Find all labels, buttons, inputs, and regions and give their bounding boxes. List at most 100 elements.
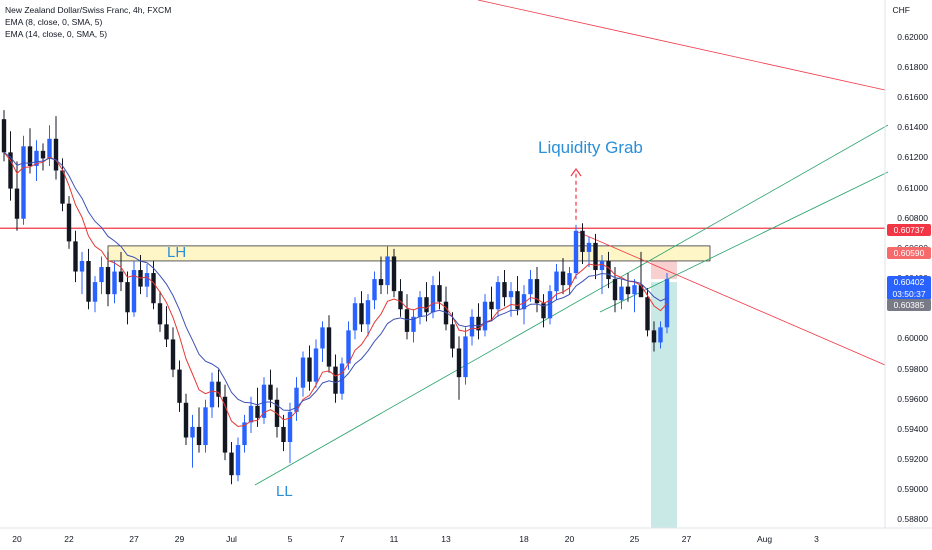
candle-body[interactable]: [508, 291, 514, 298]
candle-body[interactable]: [528, 279, 533, 295]
candle-body[interactable]: [118, 271, 124, 283]
candle-body[interactable]: [21, 146, 26, 219]
candle-body[interactable]: [14, 188, 20, 219]
ascending-trendline[interactable]: [254, 124, 889, 486]
candle-body[interactable]: [34, 150, 39, 166]
candle-body[interactable]: [612, 279, 618, 301]
candle-body[interactable]: [456, 348, 462, 378]
candle-body[interactable]: [320, 327, 325, 349]
candle-body[interactable]: [177, 369, 182, 403]
candle-body[interactable]: [294, 387, 299, 412]
candle-body[interactable]: [424, 297, 429, 313]
candle-body[interactable]: [573, 230, 579, 274]
candle-body[interactable]: [86, 260, 91, 302]
candle-body[interactable]: [203, 407, 208, 446]
ema-14-legend[interactable]: EMA (14, close, 0, SMA, 5): [5, 29, 108, 39]
candle-body[interactable]: [658, 327, 663, 343]
candle-body[interactable]: [586, 242, 592, 252]
candle-body[interactable]: [463, 336, 468, 378]
ema-8-legend[interactable]: EMA (8, close, 0, SMA, 5): [5, 17, 103, 27]
candle-body[interactable]: [151, 273, 156, 304]
candle-body[interactable]: [287, 411, 293, 443]
candle-body[interactable]: [359, 303, 364, 325]
candle-body[interactable]: [664, 279, 670, 328]
candle-body[interactable]: [235, 445, 241, 476]
candle-body[interactable]: [99, 267, 104, 283]
candle-body[interactable]: [554, 271, 559, 292]
candle-body[interactable]: [66, 203, 72, 242]
candle-body[interactable]: [300, 357, 306, 388]
candle-body[interactable]: [469, 316, 475, 337]
candle-body[interactable]: [541, 303, 546, 319]
candle-body[interactable]: [378, 279, 384, 286]
candle-body[interactable]: [339, 363, 345, 394]
candle-body[interactable]: [144, 273, 150, 287]
candle-body[interactable]: [105, 267, 111, 295]
candle-body[interactable]: [638, 285, 644, 298]
candle-body[interactable]: [593, 242, 598, 271]
candle-body[interactable]: [27, 146, 33, 166]
candle-body[interactable]: [40, 150, 46, 159]
candle-body[interactable]: [261, 384, 267, 418]
candle-body[interactable]: [268, 384, 273, 400]
candle-body[interactable]: [47, 138, 52, 159]
candle-body[interactable]: [411, 316, 416, 332]
candle-body[interactable]: [112, 271, 117, 295]
candle-body[interactable]: [443, 301, 449, 325]
candle-body[interactable]: [92, 282, 98, 302]
candle-body[interactable]: [183, 402, 189, 438]
descending-line-lower[interactable]: [577, 231, 886, 366]
candle-body[interactable]: [606, 260, 611, 280]
candle-body[interactable]: [515, 291, 520, 310]
candle-body[interactable]: [73, 241, 78, 272]
candle-body[interactable]: [326, 327, 332, 367]
candle-body[interactable]: [450, 324, 455, 349]
candle-body[interactable]: [567, 273, 572, 286]
candle-body[interactable]: [489, 301, 494, 310]
candle-body[interactable]: [645, 297, 650, 331]
candle-body[interactable]: [53, 138, 59, 171]
candle-body[interactable]: [79, 260, 85, 272]
candle-body[interactable]: [307, 357, 312, 382]
candle-body[interactable]: [521, 294, 527, 310]
descending-line-upper[interactable]: [477, 0, 886, 91]
candle-body[interactable]: [8, 152, 13, 189]
candle-body[interactable]: [222, 396, 228, 453]
liquidity-grab-label[interactable]: Liquidity Grab: [538, 138, 643, 157]
candle-body[interactable]: [209, 381, 215, 408]
candle-body[interactable]: [333, 366, 338, 394]
candle-body[interactable]: [190, 426, 195, 438]
candle-body[interactable]: [248, 405, 254, 423]
candle-body[interactable]: [437, 285, 442, 302]
candle-body[interactable]: [229, 452, 234, 476]
candle-body[interactable]: [502, 282, 507, 298]
candle-body[interactable]: [580, 230, 585, 252]
candle-body[interactable]: [625, 286, 631, 295]
candle-body[interactable]: [170, 339, 176, 370]
candle-body[interactable]: [495, 282, 501, 310]
lower-low-label[interactable]: LL: [276, 483, 293, 500]
candle-body[interactable]: [281, 426, 286, 443]
candle-body[interactable]: [216, 381, 221, 397]
candle-body[interactable]: [60, 170, 65, 204]
candle-body[interactable]: [352, 303, 358, 331]
candle-body[interactable]: [534, 279, 540, 304]
candle-body[interactable]: [651, 330, 657, 343]
candle-body[interactable]: [482, 301, 488, 331]
candle-body[interactable]: [255, 405, 260, 418]
candle-body[interactable]: [365, 300, 371, 325]
candle-body[interactable]: [131, 270, 137, 313]
candle-body[interactable]: [125, 282, 130, 313]
candle-body[interactable]: [242, 422, 247, 446]
candle-body[interactable]: [632, 285, 637, 295]
candle-body[interactable]: [619, 286, 624, 301]
candle-body[interactable]: [157, 303, 163, 325]
lower-high-zone-box[interactable]: [107, 245, 711, 262]
lower-high-label[interactable]: LH: [167, 244, 187, 261]
candle-body[interactable]: [476, 316, 481, 331]
candle-body[interactable]: [560, 271, 566, 286]
candle-body[interactable]: [372, 279, 377, 301]
candle-body[interactable]: [599, 260, 605, 271]
candle-body[interactable]: [196, 426, 202, 446]
